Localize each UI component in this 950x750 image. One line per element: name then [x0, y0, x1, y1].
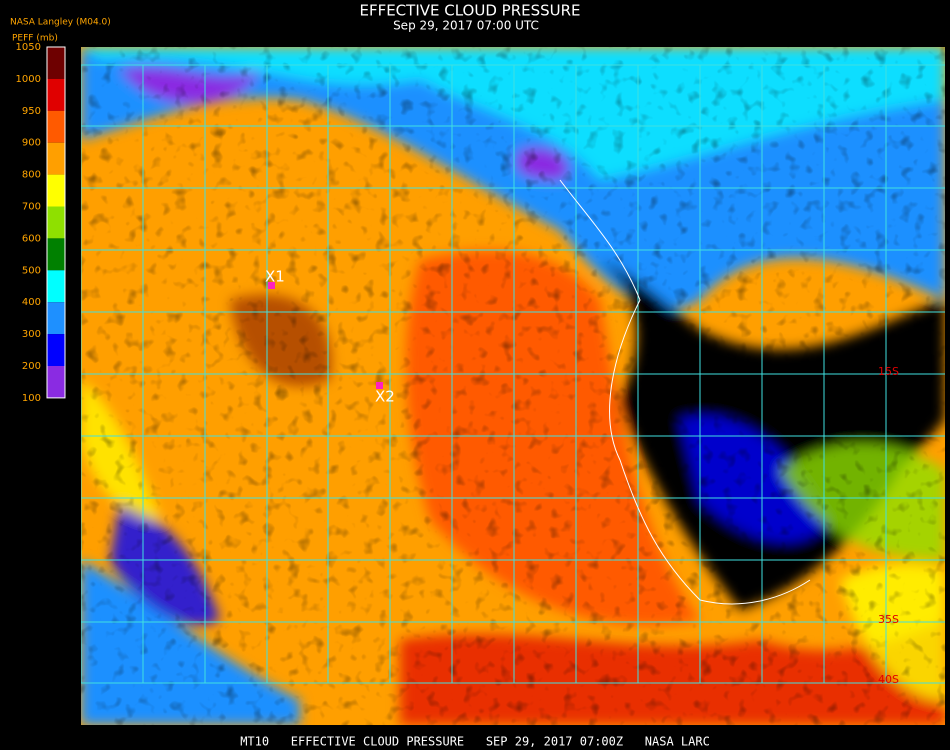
colorbar-label: 1000	[16, 74, 41, 85]
colorbar-label: 300	[22, 329, 41, 340]
marker	[376, 382, 383, 389]
colorbar-swatch	[47, 78, 65, 111]
colorbar-label: 1050	[16, 42, 41, 53]
colorbar-swatch	[47, 334, 65, 366]
source: NASA Langley (M04.0)	[10, 18, 111, 28]
colorbar-swatch	[47, 110, 65, 143]
colorbar-swatch	[47, 270, 65, 303]
colorbar-swatch	[47, 206, 65, 239]
map-grid	[81, 64, 945, 684]
coastline	[559, 179, 811, 605]
colorbar-label: 600	[22, 233, 41, 244]
colorbar-label: 100	[22, 393, 41, 404]
footer: MT10 EFFECTIVE CLOUD PRESSURE SEP 29, 20…	[240, 735, 710, 749]
colorbar-swatch	[47, 238, 65, 271]
colorbar: 1050 1000 950 900 800 700 600 500 400 300 200 100	[16, 42, 66, 404]
grid-label: 40S	[878, 673, 899, 686]
subtitle: Sep 29, 2017 07:00 UTC	[393, 19, 539, 33]
colorbar-label: 950	[22, 106, 41, 117]
marker	[268, 282, 275, 289]
colorbar-swatch	[47, 47, 65, 79]
title: EFFECTIVE CLOUD PRESSURE	[359, 2, 580, 20]
grid-label: 35S	[878, 613, 899, 626]
colorbar-label: 900	[22, 138, 41, 149]
colorbar-label: 500	[22, 265, 41, 276]
colorbar-swatch	[47, 366, 65, 398]
colorbar-label: 400	[22, 297, 41, 308]
grid-label: 15S	[878, 365, 899, 378]
colorbar-frame	[46, 46, 66, 399]
colorbar-label: 800	[22, 170, 41, 181]
satellite-map	[81, 47, 945, 725]
colorbar-swatch	[47, 174, 65, 207]
colorbar-title: PEFF (mb)	[12, 34, 58, 44]
colorbar-label: 700	[22, 202, 41, 213]
marker-label: X2	[375, 388, 395, 406]
colorbar-swatch	[47, 142, 65, 175]
marker-label: X1	[265, 268, 285, 286]
colorbar-swatch	[47, 302, 65, 335]
colorbar-label: 200	[22, 361, 41, 372]
